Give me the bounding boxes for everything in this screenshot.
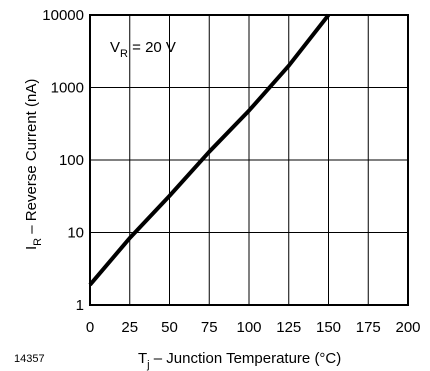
y-tick-label: 1 (76, 297, 84, 314)
annotation-main: V (110, 39, 120, 56)
x-axis-title-subscript: j (146, 359, 149, 371)
voltage-annotation: VR = 20 V (110, 39, 176, 60)
x-tick-labels: 0 25 50 75 100 125 150 175 200 (86, 319, 421, 336)
x-tick-label: 75 (201, 319, 218, 336)
series-line (88, 13, 331, 287)
series-layer (88, 13, 331, 287)
y-tick-label: 10000 (42, 7, 84, 24)
x-tick-label: 25 (121, 319, 138, 336)
x-tick-label: 150 (316, 319, 341, 336)
x-tick-label: 200 (395, 319, 420, 336)
y-axis-title-rest: – Reverse Current (nA) (23, 79, 40, 238)
figure-id: 14357 (14, 353, 45, 365)
annotation-subscript: R (120, 48, 128, 60)
x-tick-label: 0 (86, 319, 94, 336)
y-axis-title-subscript: R (32, 238, 44, 246)
x-axis-title-main: T (138, 350, 147, 367)
y-tick-label: 10 (67, 225, 84, 242)
annotation-rest: = 20 V (128, 39, 176, 56)
x-tick-label: 100 (236, 319, 261, 336)
y-axis-title-main: I (23, 246, 40, 250)
y-axis-title: IR – Reverse Current (nA) (23, 79, 44, 250)
y-tick-label: 1000 (51, 80, 84, 97)
grid-lines (90, 15, 408, 305)
y-tick-label: 100 (59, 152, 84, 169)
x-axis-title-rest: – Junction Temperature (°C) (150, 350, 342, 367)
x-tick-label: 125 (276, 319, 301, 336)
plot-frame (89, 14, 409, 306)
x-tick-label: 50 (161, 319, 178, 336)
x-tick-label: 175 (356, 319, 381, 336)
y-tick-labels: 1 10 100 1000 10000 (42, 7, 84, 314)
x-axis-title: Tj – Junction Temperature (°C) (138, 350, 341, 371)
